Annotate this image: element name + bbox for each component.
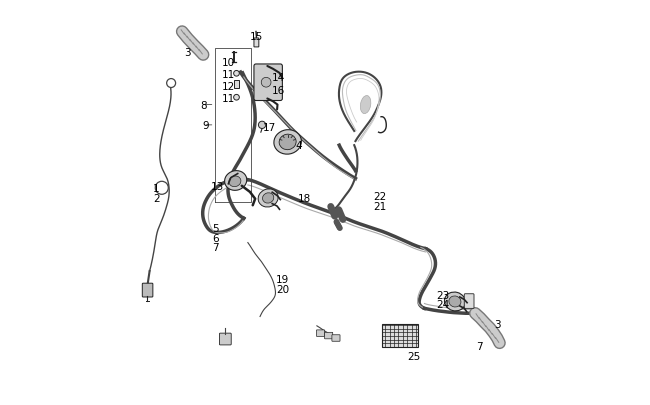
Circle shape — [259, 122, 266, 129]
Text: 3: 3 — [185, 48, 191, 58]
Text: 6: 6 — [212, 233, 218, 243]
FancyBboxPatch shape — [332, 335, 340, 341]
FancyBboxPatch shape — [317, 330, 324, 337]
Text: 24: 24 — [436, 300, 449, 309]
Text: 5: 5 — [212, 224, 218, 234]
Text: 14: 14 — [272, 73, 285, 83]
Ellipse shape — [449, 296, 461, 307]
Circle shape — [233, 71, 239, 77]
FancyBboxPatch shape — [234, 81, 239, 89]
Text: 21: 21 — [373, 202, 387, 211]
Text: 19: 19 — [276, 275, 289, 284]
Circle shape — [261, 78, 271, 88]
Ellipse shape — [258, 190, 278, 207]
Ellipse shape — [360, 96, 371, 114]
Text: 10: 10 — [222, 58, 235, 68]
Text: 25: 25 — [408, 352, 421, 361]
Ellipse shape — [445, 292, 465, 311]
Text: 1: 1 — [153, 183, 160, 193]
Text: 22: 22 — [373, 192, 387, 201]
Text: 3: 3 — [494, 319, 501, 329]
Text: 4: 4 — [295, 141, 302, 151]
Text: 2: 2 — [153, 194, 160, 203]
FancyBboxPatch shape — [464, 294, 474, 309]
Text: 11: 11 — [222, 94, 235, 103]
Text: 15: 15 — [250, 32, 263, 41]
FancyBboxPatch shape — [142, 284, 153, 297]
Text: 9: 9 — [202, 121, 209, 130]
Text: 7: 7 — [476, 341, 482, 351]
FancyBboxPatch shape — [382, 324, 417, 347]
Circle shape — [233, 95, 239, 101]
Text: 20: 20 — [276, 285, 289, 294]
Text: 16: 16 — [272, 86, 285, 96]
FancyBboxPatch shape — [254, 65, 282, 101]
Ellipse shape — [229, 177, 241, 187]
Ellipse shape — [279, 135, 296, 150]
Text: 23: 23 — [436, 291, 449, 301]
FancyBboxPatch shape — [254, 39, 259, 48]
FancyBboxPatch shape — [324, 333, 333, 339]
Ellipse shape — [274, 130, 302, 155]
Text: 11: 11 — [222, 70, 235, 80]
Text: 7: 7 — [212, 242, 218, 252]
Text: 18: 18 — [298, 194, 311, 203]
Text: 17: 17 — [263, 123, 276, 132]
Text: 13: 13 — [211, 181, 224, 191]
Ellipse shape — [225, 171, 247, 191]
Text: 8: 8 — [200, 100, 207, 110]
Text: 12: 12 — [222, 82, 235, 92]
Ellipse shape — [263, 193, 274, 204]
FancyBboxPatch shape — [220, 333, 231, 345]
